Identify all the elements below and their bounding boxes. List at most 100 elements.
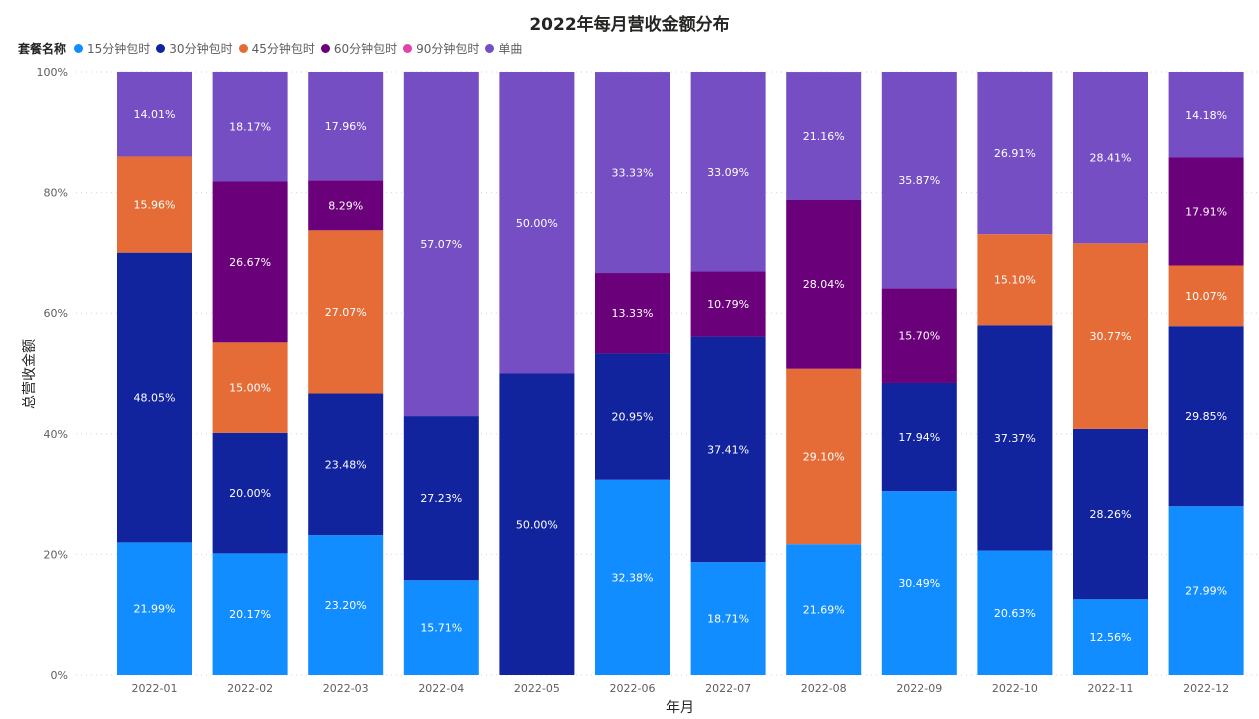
bar-segment[interactable] bbox=[881, 72, 957, 289]
bar-segment[interactable] bbox=[690, 271, 766, 337]
x-tick-label: 2022-09 bbox=[896, 682, 942, 695]
bar-segment[interactable] bbox=[499, 373, 575, 676]
bar-segment[interactable] bbox=[212, 553, 288, 675]
legend-item-90min[interactable]: 90分钟包时 bbox=[403, 40, 479, 57]
bar-segment[interactable] bbox=[212, 181, 288, 343]
data-label: 27.99% bbox=[1185, 585, 1227, 598]
data-label: 18.17% bbox=[229, 121, 271, 134]
legend-dot-90min bbox=[403, 44, 413, 53]
bar-segment[interactable] bbox=[1073, 599, 1148, 675]
legend-label-90min: 90分钟包时 bbox=[416, 42, 480, 56]
data-label: 37.37% bbox=[994, 432, 1036, 445]
data-label: 50.00% bbox=[516, 217, 558, 230]
bar-segment[interactable] bbox=[977, 234, 1053, 326]
bar-segment[interactable] bbox=[403, 71, 479, 417]
bar-segment[interactable] bbox=[308, 535, 384, 675]
bar-segment[interactable] bbox=[308, 180, 384, 231]
data-label: 21.69% bbox=[803, 604, 845, 617]
bar-segment[interactable] bbox=[117, 156, 192, 253]
x-tick-label: 2022-08 bbox=[801, 682, 847, 695]
data-label: 20.95% bbox=[612, 411, 654, 424]
bar-segment[interactable] bbox=[212, 432, 288, 554]
data-label: 10.79% bbox=[707, 298, 749, 311]
bar-segment[interactable] bbox=[1168, 326, 1244, 507]
bar-segment[interactable] bbox=[499, 72, 575, 374]
bar-segment[interactable] bbox=[1073, 243, 1148, 429]
bar-segment[interactable] bbox=[786, 368, 862, 545]
bar-segment[interactable] bbox=[212, 342, 288, 433]
bar-segment[interactable] bbox=[403, 580, 479, 675]
data-label: 37.41% bbox=[707, 443, 749, 456]
bar-segment[interactable] bbox=[881, 288, 957, 383]
y-axis-title: 总营收金额 bbox=[22, 339, 38, 409]
y-axis: 0% 20% 40% 60% 80% 100% bbox=[37, 66, 68, 682]
bar-segment[interactable] bbox=[690, 336, 766, 563]
bar-segment[interactable] bbox=[1168, 506, 1244, 675]
x-tick-label: 2022-07 bbox=[705, 682, 751, 695]
bar-segment[interactable] bbox=[881, 382, 957, 492]
bar-segment[interactable] bbox=[977, 550, 1053, 675]
legend-dot-45min bbox=[238, 44, 248, 53]
bar-segment[interactable] bbox=[595, 479, 670, 675]
data-label: 33.33% bbox=[612, 167, 654, 180]
bar-segment[interactable] bbox=[977, 325, 1053, 551]
bar-segment[interactable] bbox=[595, 72, 670, 274]
bar-segment[interactable] bbox=[308, 72, 384, 181]
data-label: 26.67% bbox=[229, 256, 271, 269]
bar-segment[interactable] bbox=[690, 72, 766, 272]
data-label: 20.63% bbox=[994, 607, 1036, 620]
data-label: 17.94% bbox=[898, 431, 940, 444]
x-tick-label: 2022-11 bbox=[1088, 682, 1134, 695]
data-label: 26.91% bbox=[994, 147, 1036, 160]
bar-segment[interactable] bbox=[595, 273, 670, 354]
bar-segment[interactable] bbox=[1168, 157, 1244, 266]
bars bbox=[117, 71, 1244, 676]
x-tick-label: 2022-04 bbox=[418, 682, 464, 695]
bar-segment[interactable] bbox=[786, 544, 862, 675]
data-label: 8.29% bbox=[328, 199, 363, 212]
bar-segment[interactable] bbox=[690, 562, 766, 675]
bar-segment[interactable] bbox=[117, 252, 192, 543]
bar-segment[interactable] bbox=[786, 72, 862, 200]
bar-segment[interactable] bbox=[403, 416, 479, 581]
data-label: 30.77% bbox=[1090, 330, 1132, 343]
x-tick-label: 2022-12 bbox=[1183, 682, 1229, 695]
bar-segment[interactable] bbox=[977, 71, 1053, 235]
y-tick-label: 40% bbox=[44, 428, 68, 441]
bar-segment[interactable] bbox=[1073, 72, 1148, 244]
bar-segment[interactable] bbox=[786, 199, 862, 369]
x-tick-label: 2022-02 bbox=[227, 682, 273, 695]
data-label: 14.01% bbox=[134, 108, 176, 121]
legend-item-15min[interactable]: 15分钟包时 bbox=[74, 40, 150, 57]
data-label: 23.48% bbox=[325, 458, 367, 471]
data-label: 32.38% bbox=[612, 571, 654, 584]
legend-dot-60min bbox=[320, 44, 330, 53]
bar-segment[interactable] bbox=[212, 71, 288, 182]
data-label: 20.00% bbox=[229, 487, 271, 500]
legend-item-single[interactable]: 单曲 bbox=[485, 40, 522, 57]
bar-segment[interactable] bbox=[1073, 428, 1148, 600]
legend-item-45min[interactable]: 45分钟包时 bbox=[238, 40, 315, 57]
legend-item-30min[interactable]: 30分钟包时 bbox=[156, 40, 233, 57]
bar-segment[interactable] bbox=[117, 71, 192, 157]
data-label: 27.07% bbox=[325, 306, 367, 319]
data-label: 50.00% bbox=[516, 518, 558, 531]
x-tick-label: 2022-03 bbox=[323, 682, 369, 695]
legend-item-60min[interactable]: 60分钟包时 bbox=[320, 40, 397, 57]
legend-label-45min: 45分钟包时 bbox=[251, 42, 315, 56]
legend-dot-15min bbox=[74, 44, 84, 53]
chart-title: 2022年每月营收金额分布 bbox=[529, 15, 730, 35]
y-tick-label: 60% bbox=[44, 307, 68, 320]
bar-segment[interactable] bbox=[1168, 72, 1244, 158]
data-label: 20.17% bbox=[229, 608, 271, 621]
data-label: 21.16% bbox=[803, 130, 845, 143]
bar-segment[interactable] bbox=[881, 491, 957, 675]
legend-label-15min: 15分钟包时 bbox=[87, 42, 151, 56]
bar-segment[interactable] bbox=[308, 393, 384, 536]
bar-segment[interactable] bbox=[308, 230, 384, 394]
legend-label-single: 单曲 bbox=[498, 42, 523, 56]
bar-segment[interactable] bbox=[117, 542, 192, 675]
bar-segment[interactable] bbox=[595, 353, 670, 480]
bar-segment[interactable] bbox=[1168, 265, 1244, 327]
legend-title: 套餐名称 bbox=[18, 42, 67, 56]
